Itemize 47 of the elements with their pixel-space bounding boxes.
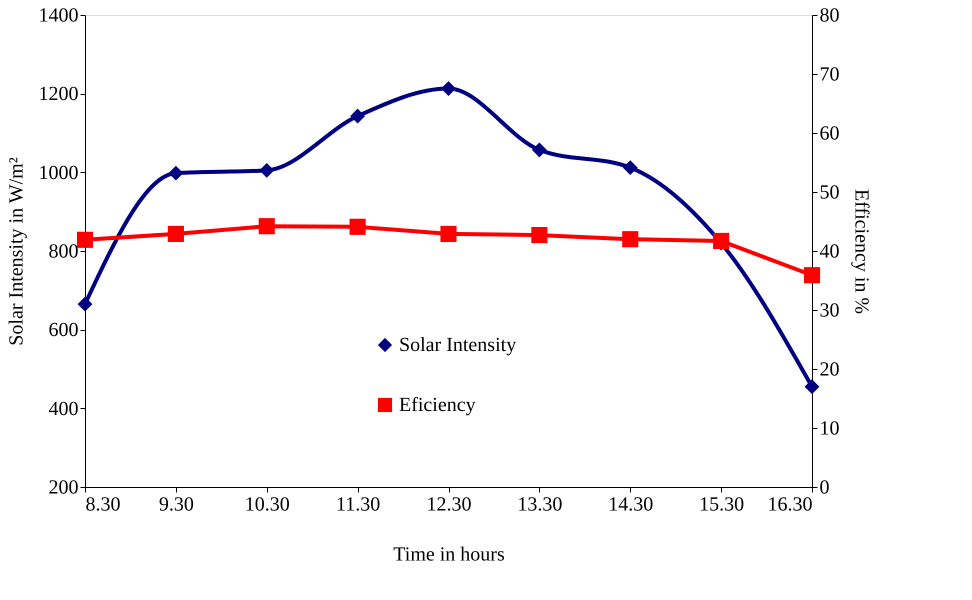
point <box>531 227 548 244</box>
x-tick-label: 13.30 <box>517 494 562 516</box>
point <box>441 81 456 96</box>
legend-label: Eficiency <box>399 394 476 416</box>
y-tick-label: 1400 <box>38 4 78 26</box>
x-tick-label: 16.30 <box>768 494 812 516</box>
y-tick-label: 200 <box>48 476 78 498</box>
point <box>258 218 275 234</box>
point <box>259 162 274 178</box>
point <box>804 379 820 394</box>
y-tick-label: 600 <box>48 319 78 342</box>
x-tick-label: 14.30 <box>608 494 654 516</box>
x-tick-label: 12.30 <box>426 494 472 516</box>
x-axis-title: Time in hours <box>393 544 505 566</box>
y2-tick-label: 40 <box>820 240 840 262</box>
x-tick-label: 15.30 <box>699 494 744 516</box>
y2-tick-label: 30 <box>820 300 840 322</box>
point <box>804 267 820 284</box>
y2-tick-label: 70 <box>820 64 840 86</box>
point <box>622 231 638 248</box>
point <box>76 232 94 248</box>
y2-tick-label: 10 <box>820 418 840 440</box>
y2-tick-label: 20 <box>820 358 840 380</box>
y-tick-label: 1200 <box>38 83 78 106</box>
y2-tick-label: 0 <box>820 476 830 498</box>
point <box>713 232 730 250</box>
y2-tick-label: 60 <box>820 122 840 144</box>
y2-axis-title: Efficiency in % <box>850 188 872 314</box>
point <box>168 166 184 181</box>
point <box>168 226 184 242</box>
point <box>532 142 547 158</box>
legend-label: Solar Intensity <box>399 334 516 356</box>
y2-tick-label: 50 <box>820 182 840 204</box>
x-tick-label: 11.30 <box>336 494 380 516</box>
point <box>622 160 638 176</box>
y2-tick-label: 80 <box>820 4 840 26</box>
x-tick-label: 10.30 <box>244 494 290 516</box>
x-tick-label: 8.30 <box>86 494 120 516</box>
y-axis-title: Solar Intensity in W/m² <box>6 157 28 346</box>
point <box>440 226 457 242</box>
point <box>350 218 366 235</box>
x-tick-label: 9.30 <box>158 494 194 516</box>
point <box>350 108 366 124</box>
y-tick-label: 400 <box>48 398 78 420</box>
point <box>78 296 92 312</box>
y-tick-label: 1000 <box>38 162 78 184</box>
y-tick-label: 800 <box>48 240 78 262</box>
